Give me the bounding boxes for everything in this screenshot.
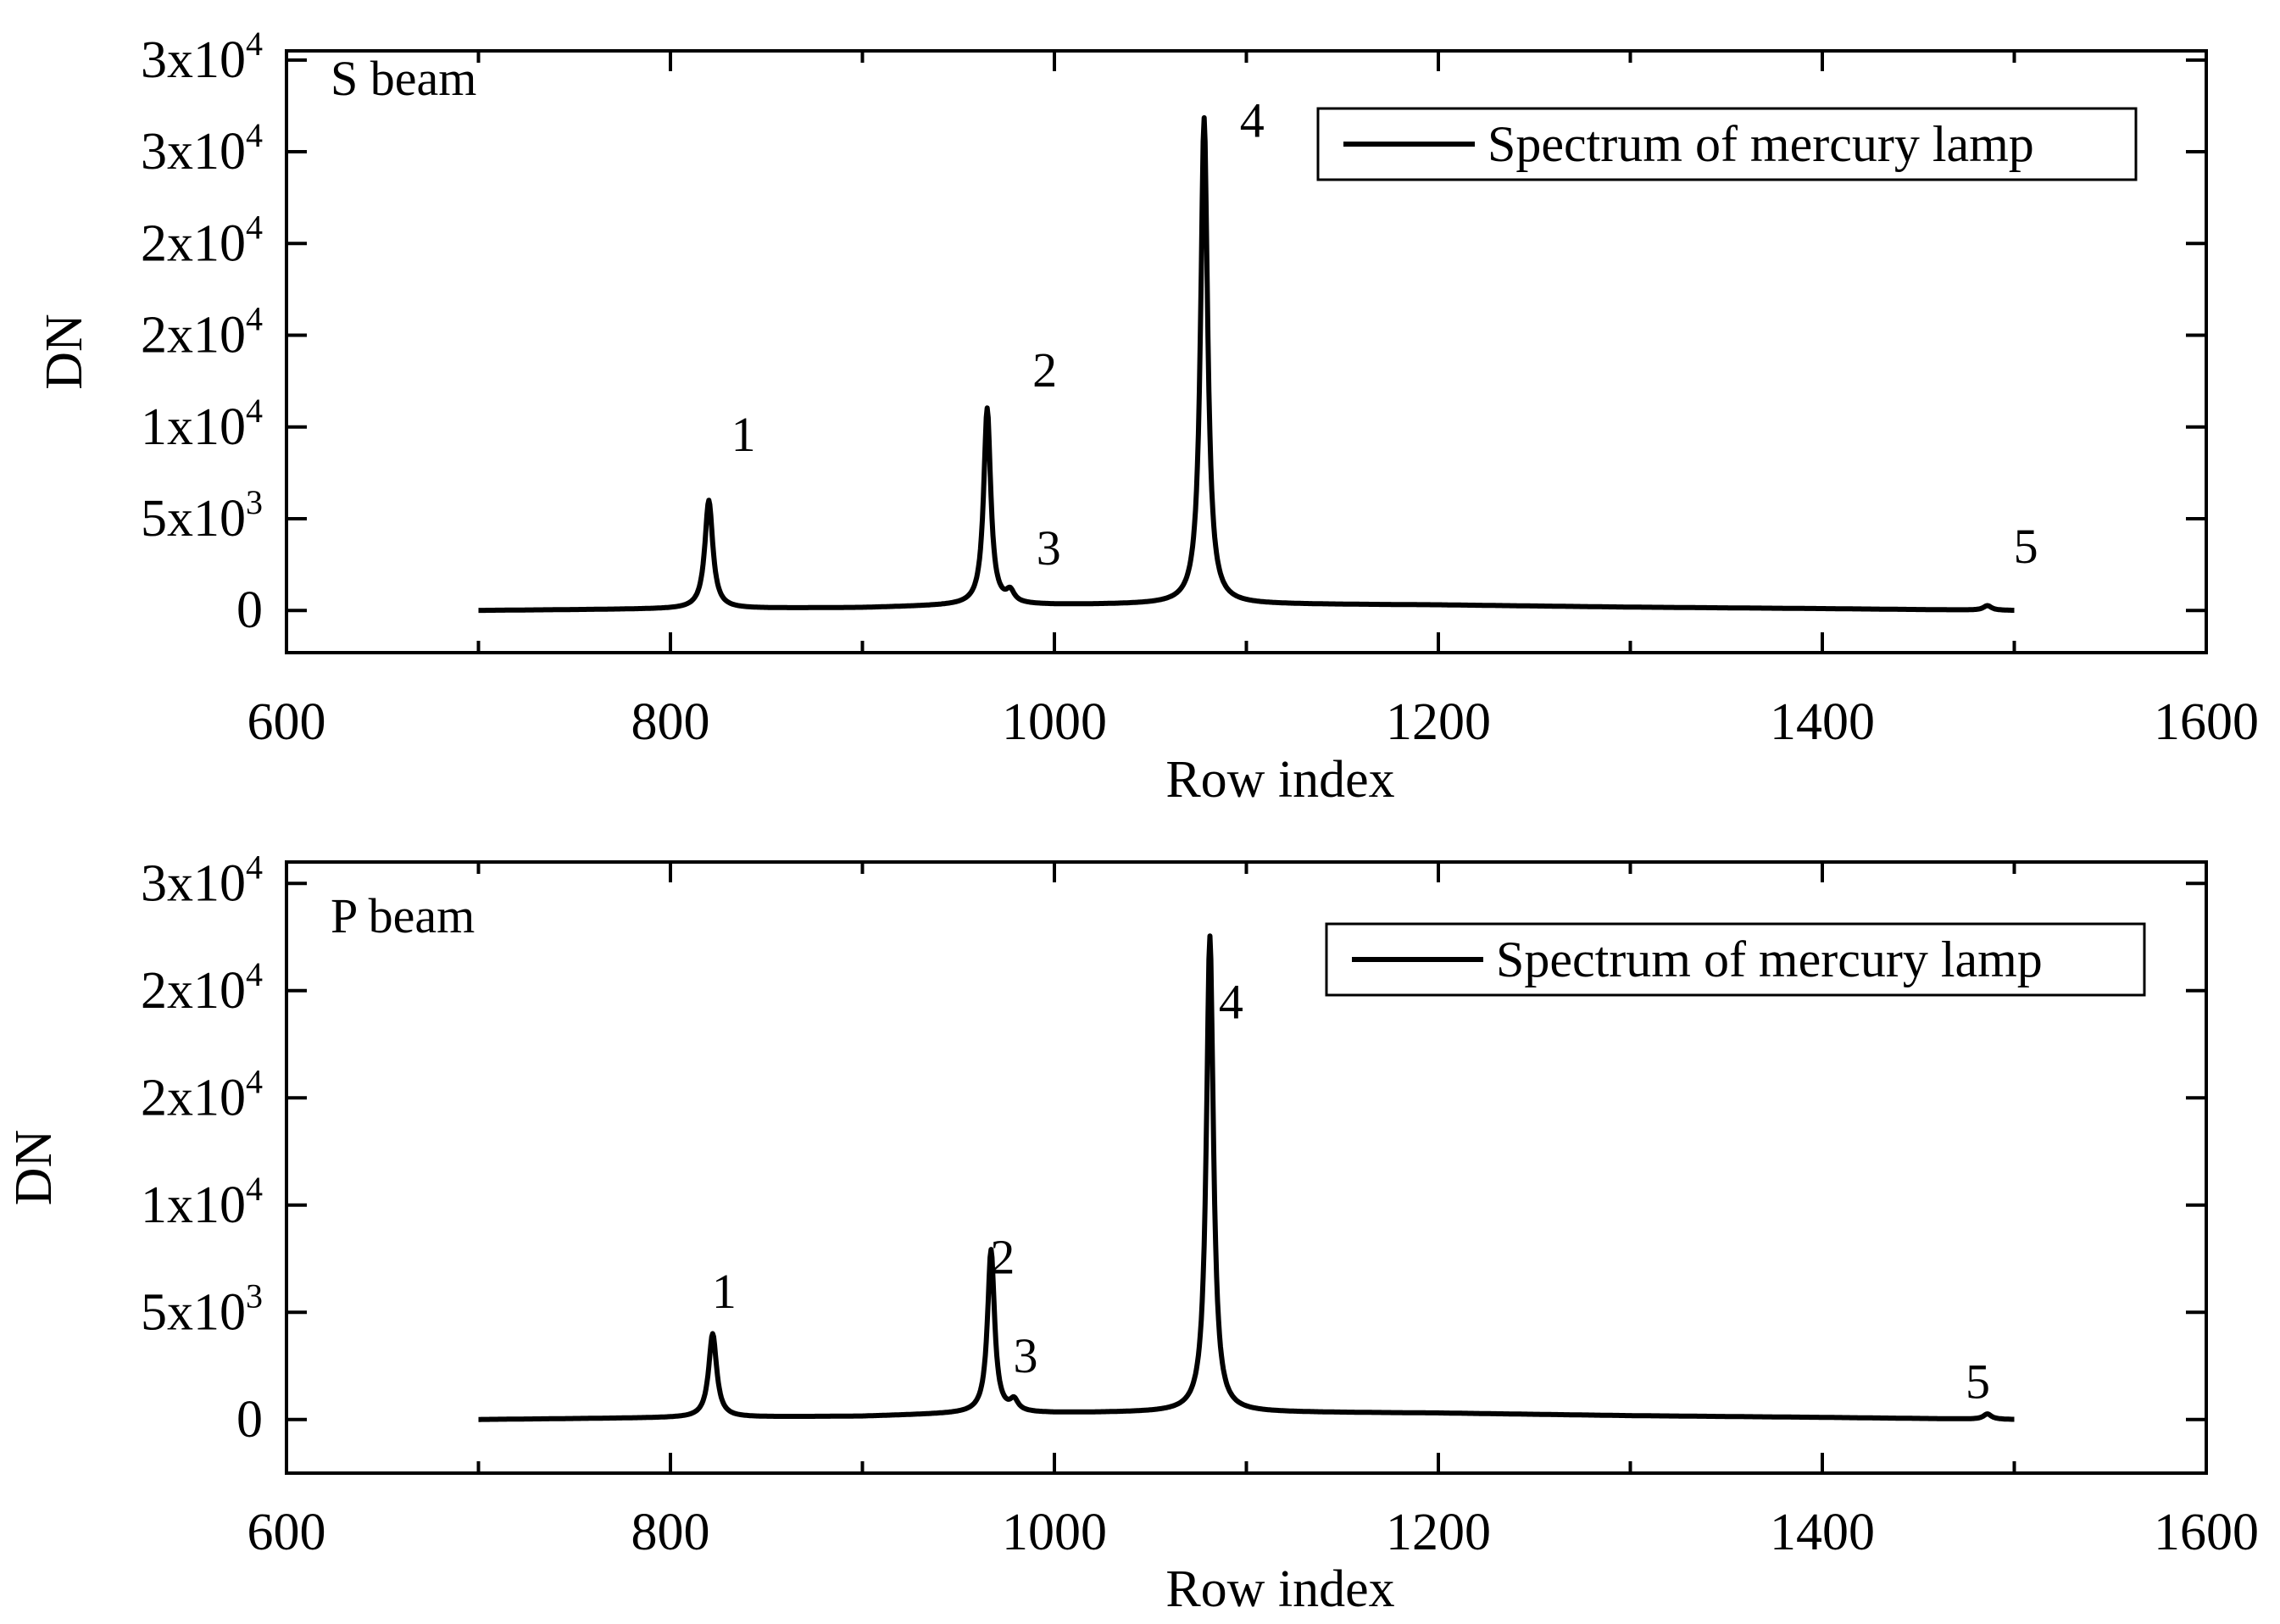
s-beam-panel: 600 800 1000 1200 1400 1600 0 5x103 1x104 2x104 2x… — [36, 25, 2259, 809]
y-tick-label: 2x104 — [141, 955, 263, 1020]
y-tick-label: 1x104 — [141, 392, 263, 456]
y-tick-label: 0 — [236, 581, 263, 639]
x-tick-label: 1600 — [2154, 1504, 2259, 1561]
x-axis-title: Row index — [1165, 1560, 1394, 1618]
x-axis-title: Row index — [1165, 751, 1394, 809]
panel-label: P beam — [331, 888, 475, 943]
x-tick-label: 1200 — [1386, 1504, 1491, 1561]
y-tick-label: 2x104 — [141, 1062, 263, 1126]
y-tick-label: 3x104 — [141, 25, 263, 89]
spectrum-line — [476, 114, 2016, 614]
peak-label: 1 — [712, 1264, 737, 1319]
peak-label: 1 — [731, 407, 756, 462]
x-tick-label: 1000 — [1002, 693, 1107, 751]
y-tick-label: 3x104 — [141, 116, 263, 181]
y-axis-title: DN — [36, 314, 93, 390]
y-tick-label: 5x103 — [141, 483, 263, 548]
legend: Spectrum of mercury lamp — [1325, 922, 2146, 997]
y-tick-label: 3x104 — [141, 848, 263, 912]
y-tick-label: 5x103 — [141, 1276, 263, 1341]
peak-label: 4 — [1219, 975, 1243, 1030]
x-tick-label: 600 — [247, 1504, 326, 1561]
legend-label: Spectrum of mercury lamp — [1488, 116, 2034, 172]
x-tick-label: 800 — [631, 693, 710, 751]
peak-label: 3 — [1037, 520, 1061, 576]
x-tick-label: 800 — [631, 1504, 710, 1561]
spectrum-line — [476, 933, 2016, 1422]
peak-label: 2 — [990, 1230, 1015, 1285]
peak-label: 2 — [1032, 342, 1057, 398]
y-tick-label: 2x104 — [141, 208, 263, 272]
p-beam-panel: 600 800 1000 1200 1400 1600 0 5x103 1x104 2x104 2x… — [5, 848, 2259, 1618]
x-tick-label: 1600 — [2154, 693, 2259, 751]
y-tick-label: 0 — [236, 1391, 263, 1449]
y-tick-label: 1x104 — [141, 1170, 263, 1234]
peak-label: 3 — [1014, 1328, 1038, 1383]
peak-label: 4 — [1240, 93, 1265, 148]
legend: Spectrum of mercury lamp — [1316, 107, 2138, 181]
x-tick-label: 1200 — [1386, 693, 1491, 751]
peak-label: 5 — [2014, 519, 2038, 574]
x-tick-label: 1400 — [1770, 1504, 1875, 1561]
y-tick-label: 2x104 — [141, 300, 263, 364]
y-axis-title: DN — [5, 1130, 63, 1206]
peak-label: 5 — [1966, 1354, 1990, 1409]
legend-label: Spectrum of mercury lamp — [1496, 932, 2043, 987]
x-tick-label: 1000 — [1002, 1504, 1107, 1561]
panel-label: S beam — [331, 51, 476, 106]
x-tick-label: 600 — [247, 693, 326, 751]
x-tick-label: 1400 — [1770, 693, 1875, 751]
